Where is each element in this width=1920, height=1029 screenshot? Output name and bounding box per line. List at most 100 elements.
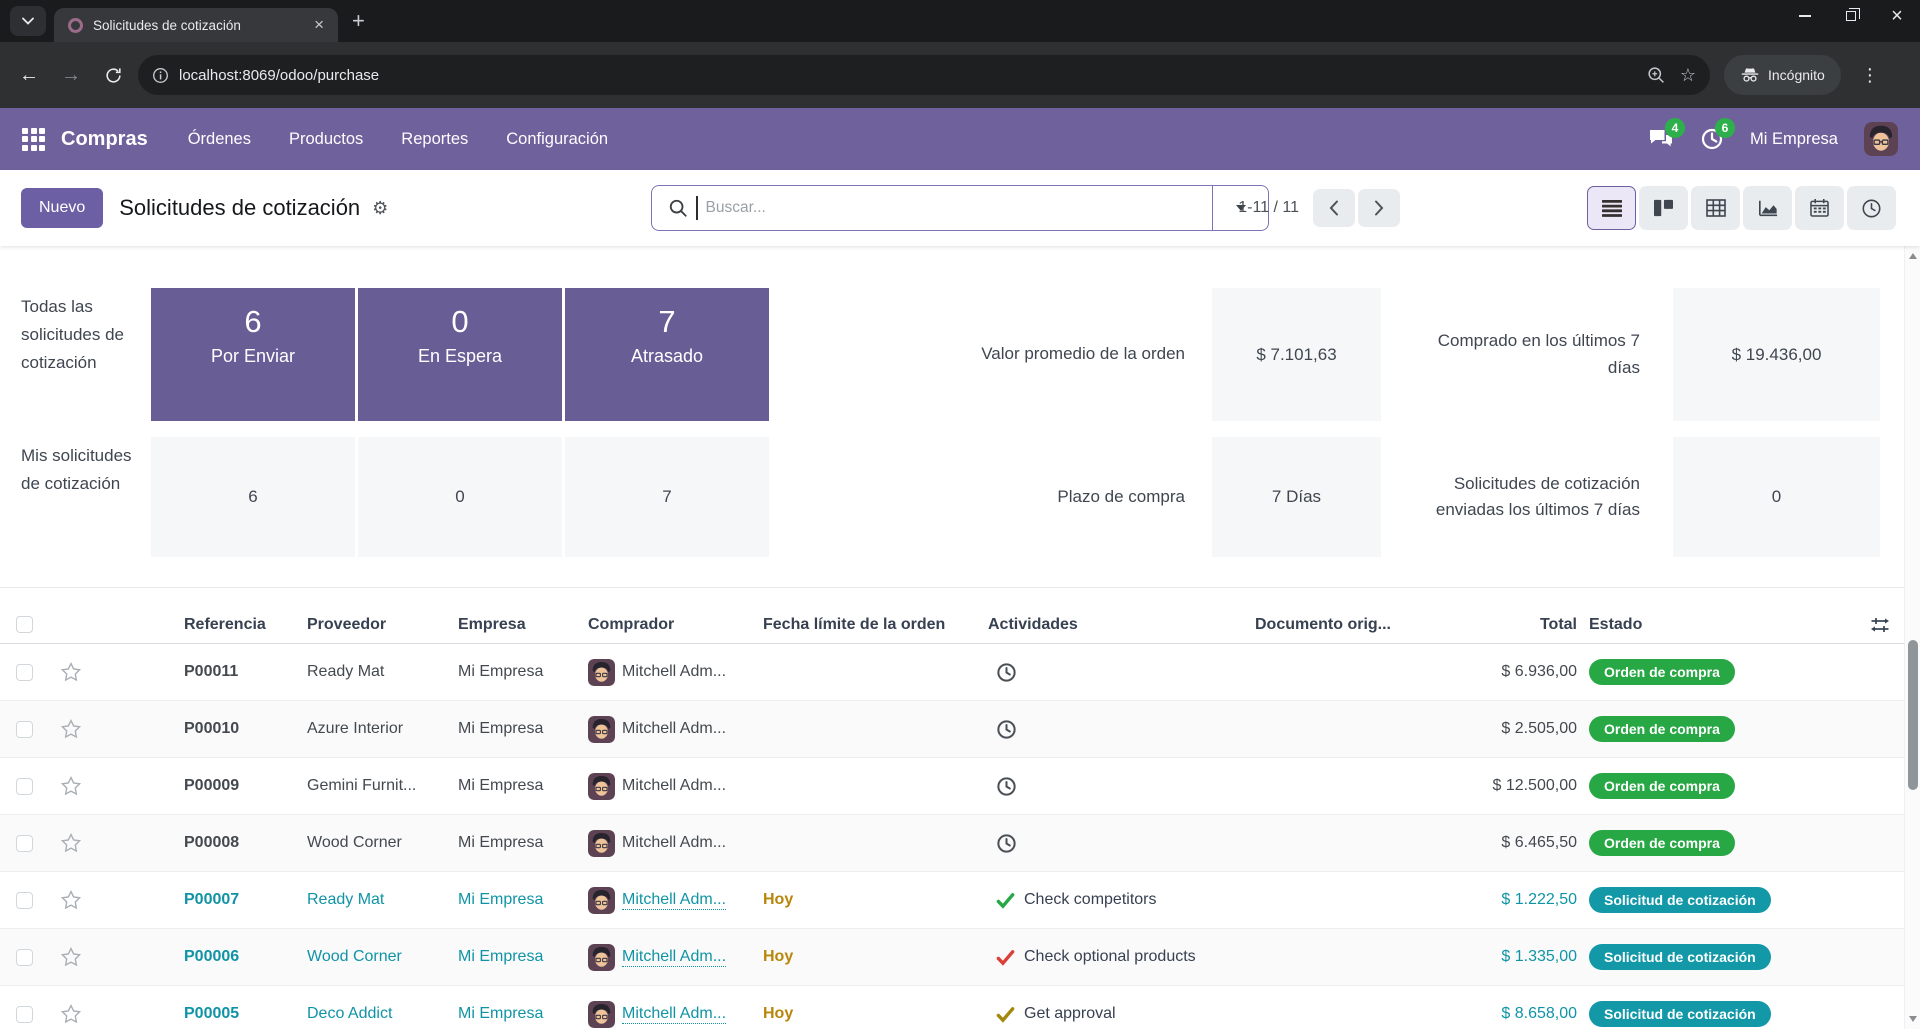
favorite-star-icon[interactable] xyxy=(60,1003,82,1025)
new-button[interactable]: Nuevo xyxy=(21,188,104,228)
table-row[interactable]: P00011 Ready Mat Mi Empresa Mitchell Adm… xyxy=(0,644,1904,701)
back-icon[interactable]: ← xyxy=(19,63,39,86)
table-row[interactable]: P00005 Deco Addict Mi Empresa Mitchell A… xyxy=(0,986,1904,1029)
view-settings-gear-icon[interactable]: ⚙ xyxy=(372,197,389,218)
menu-productos[interactable]: Productos xyxy=(289,129,364,148)
pager-range[interactable]: 1-11 / 11 xyxy=(1238,199,1299,216)
view-graph-button[interactable] xyxy=(1743,186,1792,230)
activity-clock-icon[interactable] xyxy=(996,719,1017,740)
menu-reportes[interactable]: Reportes xyxy=(401,129,469,148)
favorite-star-icon[interactable] xyxy=(60,661,82,683)
view-kanban-button[interactable] xyxy=(1639,186,1688,230)
menu-ordenes[interactable]: Órdenes xyxy=(187,129,251,148)
activity-check-icon[interactable] xyxy=(996,948,1015,967)
rfq-reference[interactable]: P00006 xyxy=(184,948,240,965)
window-close-button[interactable]: × xyxy=(1891,4,1903,27)
window-restore-button[interactable] xyxy=(1828,0,1874,32)
tab-close-icon[interactable]: × xyxy=(314,15,324,34)
favorite-star-icon[interactable] xyxy=(60,718,82,740)
header-proveedor[interactable]: Proveedor xyxy=(307,615,387,633)
scroll-down-icon[interactable] xyxy=(1905,1011,1920,1027)
rfq-reference[interactable]: P00008 xyxy=(184,834,240,851)
reload-icon[interactable] xyxy=(96,58,130,92)
menu-configuracion[interactable]: Configuración xyxy=(506,129,609,148)
zoom-in-icon[interactable] xyxy=(1647,66,1666,85)
header-documento-origen[interactable]: Documento orig... xyxy=(1255,615,1391,633)
user-company-menu[interactable]: Mi Empresa xyxy=(1749,129,1838,148)
browser-tab[interactable]: Solicitudes de cotización × xyxy=(54,8,338,42)
activity-check-icon[interactable] xyxy=(996,891,1015,910)
my-waiting-card[interactable]: 0 xyxy=(358,437,562,557)
row-checkbox[interactable] xyxy=(15,891,33,909)
kpi-card-late[interactable]: 7 Atrasado xyxy=(565,288,769,421)
header-actividades[interactable]: Actividades xyxy=(988,615,1078,633)
table-row[interactable]: P00007 Ready Mat Mi Empresa Mitchell Adm… xyxy=(0,872,1904,929)
user-avatar[interactable] xyxy=(1864,122,1898,156)
view-list-button[interactable] xyxy=(1587,186,1636,230)
sent-7d-value[interactable]: 0 xyxy=(1673,437,1880,557)
address-bar[interactable]: localhost:8069/odoo/purchase ☆ xyxy=(138,55,1710,95)
rfq-reference[interactable]: P00009 xyxy=(184,777,240,794)
rfq-reference[interactable]: P00010 xyxy=(184,720,240,737)
header-fecha-limite[interactable]: Fecha límite de la orden xyxy=(763,615,946,633)
activity-clock-icon[interactable] xyxy=(996,833,1017,854)
new-tab-button[interactable]: + xyxy=(352,8,365,33)
search-input[interactable] xyxy=(697,199,1212,217)
activity-clock-icon[interactable] xyxy=(996,662,1017,683)
table-row[interactable]: P00006 Wood Corner Mi Empresa Mitchell A… xyxy=(0,929,1904,986)
row-checkbox[interactable] xyxy=(15,720,33,738)
tab-search-chevron-icon[interactable] xyxy=(10,6,46,36)
view-pivot-button[interactable] xyxy=(1691,186,1740,230)
table-row[interactable]: P00008 Wood Corner Mi Empresa Mitchell A… xyxy=(0,815,1904,872)
pager-next-button[interactable] xyxy=(1358,189,1400,227)
site-info-icon[interactable] xyxy=(152,67,169,84)
lead-time-value[interactable]: 7 Días xyxy=(1212,437,1381,557)
favorite-star-icon[interactable] xyxy=(60,889,82,911)
messages-button[interactable]: 4 xyxy=(1648,118,1685,151)
header-total[interactable]: Total xyxy=(1539,615,1577,633)
browser-menu-icon[interactable]: ⋮ xyxy=(1860,64,1879,85)
kpi-card-waiting[interactable]: 0 En Espera xyxy=(358,288,562,421)
activity-clock-icon[interactable] xyxy=(996,776,1017,797)
apps-grid-icon[interactable] xyxy=(22,127,45,151)
view-activity-button[interactable] xyxy=(1847,186,1896,230)
row-checkbox[interactable] xyxy=(15,777,33,795)
purchased-7d-value[interactable]: $ 19.436,00 xyxy=(1673,288,1880,421)
row-checkbox[interactable] xyxy=(15,663,33,681)
favorite-star-icon[interactable] xyxy=(60,832,82,854)
pager-previous-button[interactable] xyxy=(1313,189,1355,227)
search-dropdown-toggle[interactable] xyxy=(1212,186,1268,230)
bookmark-star-icon[interactable]: ☆ xyxy=(1679,64,1696,85)
view-calendar-button[interactable] xyxy=(1795,186,1844,230)
avg-order-value[interactable]: $ 7.101,63 xyxy=(1212,288,1381,421)
table-row[interactable]: P00010 Azure Interior Mi Empresa Mitchel… xyxy=(0,701,1904,758)
my-to-send-card[interactable]: 6 xyxy=(151,437,355,557)
rfq-reference[interactable]: P00005 xyxy=(184,1005,240,1022)
window-minimize-button[interactable] xyxy=(1782,0,1828,32)
kpi-card-to-send[interactable]: 6 Por Enviar xyxy=(151,288,355,421)
header-empresa[interactable]: Empresa xyxy=(458,615,526,633)
favorite-star-icon[interactable] xyxy=(60,946,82,968)
favorite-star-icon[interactable] xyxy=(60,775,82,797)
activity-check-icon[interactable] xyxy=(996,1005,1015,1024)
scroll-up-icon[interactable] xyxy=(1905,248,1920,264)
activities-button[interactable]: 6 xyxy=(1700,118,1735,151)
header-referencia[interactable]: Referencia xyxy=(184,615,266,633)
rfq-reference[interactable]: P00011 xyxy=(184,663,239,680)
my-late-card[interactable]: 7 xyxy=(565,437,769,557)
row-checkbox[interactable] xyxy=(15,948,33,966)
select-all-checkbox[interactable] xyxy=(15,616,33,633)
app-name-menu[interactable]: Compras xyxy=(61,127,148,150)
page-scrollbar[interactable] xyxy=(1904,246,1920,1029)
header-estado[interactable]: Estado xyxy=(1589,615,1643,633)
rfq-reference[interactable]: P00007 xyxy=(184,891,240,908)
row-checkbox[interactable] xyxy=(15,1005,33,1023)
optional-columns-icon[interactable] xyxy=(1870,615,1904,635)
forward-icon[interactable]: → xyxy=(61,63,81,86)
header-comprador[interactable]: Comprador xyxy=(588,615,675,633)
row-checkbox[interactable] xyxy=(15,834,33,852)
scrollbar-thumb[interactable] xyxy=(1908,640,1918,790)
url-text[interactable]: localhost:8069/odoo/purchase xyxy=(179,66,380,84)
incognito-badge[interactable]: Incógnito xyxy=(1724,55,1841,95)
table-row[interactable]: P00009 Gemini Furnit... Mi Empresa Mitch… xyxy=(0,758,1904,815)
